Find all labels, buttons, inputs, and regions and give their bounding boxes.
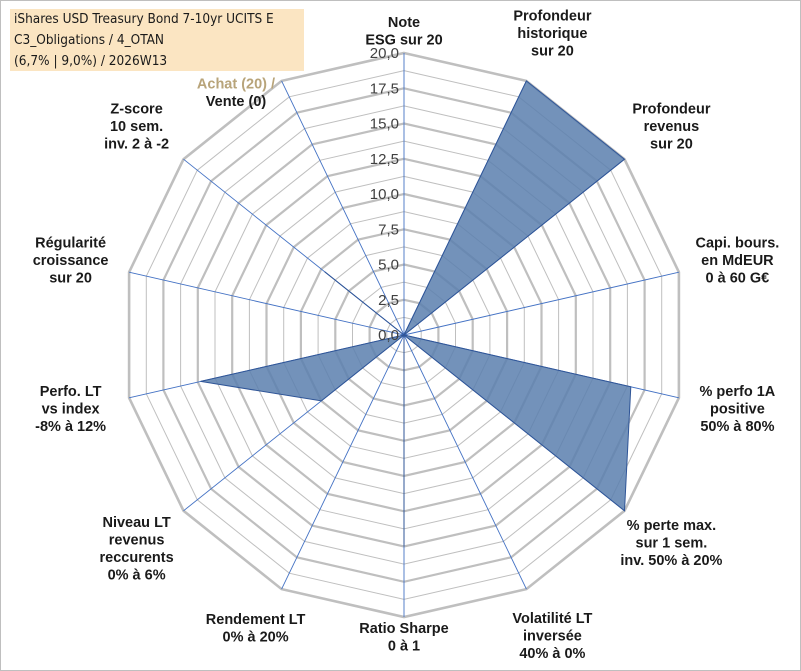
- axis-label-line: Volatilité LT: [512, 611, 592, 627]
- axis-label-line: Rendement LT: [206, 612, 306, 628]
- radial-tick-labels: 0,0 2,5 5,0 7,5 10,0 12,5 15,0 17,5 20,0: [370, 45, 399, 344]
- axis-label-line: Régularité: [35, 235, 106, 251]
- tick-label: 0,0: [378, 327, 399, 344]
- axis-label: Z-score 10 sem.inv. 2 à -2: [104, 101, 169, 152]
- axis-label-line: Vente (0): [206, 94, 267, 110]
- axis-label-line: revenus: [644, 119, 700, 135]
- axis-label-line: Ratio Sharpe: [359, 621, 448, 637]
- axis-label-line: reccurents: [100, 550, 174, 566]
- tick-label: 12,5: [370, 151, 399, 168]
- axis-label-line: Achat (20) /: [197, 77, 275, 93]
- axis-label: Perfo. LT vs index-8% à 12%: [35, 384, 106, 435]
- axis-label-line: Perfo. LT: [40, 384, 102, 400]
- axis-label-line: inv. 2 à -2: [104, 136, 169, 152]
- axis-label-line: 0 à 1: [388, 639, 420, 655]
- axis-spoke: [128, 271, 405, 336]
- axis-label-line: historique: [517, 26, 587, 42]
- axis-spoke: [403, 271, 680, 336]
- axis-label-line: 0% à 6%: [108, 567, 166, 583]
- axis-label-line: sur 20: [49, 270, 92, 286]
- axis-label-line: % perte max.: [627, 518, 716, 534]
- series-area: [200, 80, 632, 547]
- title-line-3: (6,7% | 9,0%) / 2026W13: [14, 53, 168, 69]
- axis-label-line: 0% à 20%: [223, 629, 289, 645]
- axis-label-line: sur 20: [531, 44, 574, 60]
- axis-label-line: Profondeur: [513, 9, 591, 25]
- chart-title: iShares USD Treasury Bond 7-10yr UCITS E…: [10, 9, 304, 71]
- axis-label-line: positive: [710, 402, 765, 418]
- axis-label-line: 50% à 80%: [700, 419, 774, 435]
- tick-label: 7,5: [378, 221, 399, 238]
- axis-label-line: 40% à 0%: [519, 646, 585, 662]
- axis-label-line: Z-score: [110, 101, 162, 117]
- axis-label-line: sur 1 sem.: [636, 536, 708, 552]
- axis-label-line: sur 20: [650, 136, 693, 152]
- tick-label: 20,0: [370, 45, 399, 62]
- tick-label: 2,5: [378, 292, 399, 309]
- axis-label-line: -8% à 12%: [35, 419, 106, 435]
- axis-label-line: % perfo 1A: [700, 384, 776, 400]
- axis-label-line: 0 à 60 G€: [706, 270, 770, 286]
- tick-label: 10,0: [370, 186, 399, 203]
- radar-series: [200, 80, 632, 547]
- axis-label: Note ESG sur 20: [365, 15, 442, 49]
- title-line-2: C3_Obligations / 4_OTAN: [14, 32, 164, 48]
- title-line-1: iShares USD Treasury Bond 7-10yr UCITS E: [14, 11, 274, 27]
- axis-label-line: Profondeur: [632, 101, 710, 117]
- axis-label-line: Note: [388, 15, 420, 31]
- axis-label-line: vs index: [42, 402, 100, 418]
- axis-label-line: ESG sur 20: [365, 33, 442, 49]
- axis-label-line: croissance: [33, 253, 109, 269]
- axis-label-line: Niveau LT: [102, 515, 170, 531]
- axis-label-line: Capi. bours.: [696, 235, 780, 251]
- axis-spoke: [403, 334, 527, 590]
- axis-label-line: en MdEUR: [701, 253, 774, 269]
- axis-label: Rendement LT0% à 20%: [206, 612, 306, 646]
- axis-spoke: [281, 80, 405, 336]
- axis-label: % perte max. sur 1 sem.inv. 50% à 20%: [620, 518, 722, 569]
- tick-label: 17,5: [370, 80, 399, 97]
- axis-label-line: inversée: [523, 628, 582, 644]
- tick-label: 15,0: [370, 116, 399, 133]
- axis-label-line: inv. 50% à 20%: [620, 553, 722, 569]
- axis-label: Ratio Sharpe 0 à 1: [359, 621, 448, 655]
- axis-spoke: [281, 334, 405, 590]
- tick-label: 5,0: [378, 257, 399, 274]
- axis-label-line: 10 sem.: [110, 119, 163, 135]
- axis-label-line: revenus: [109, 532, 165, 548]
